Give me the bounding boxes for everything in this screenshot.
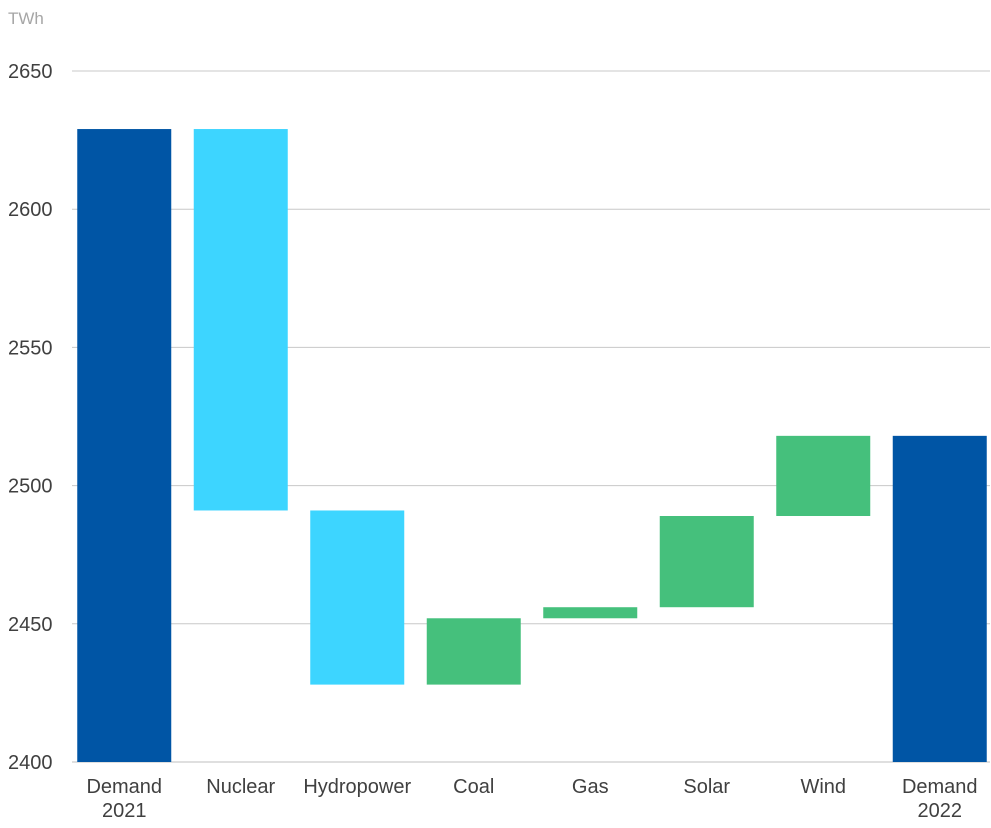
bar-total [77,129,172,762]
y-axis-ticks: 2400 2450 2500 2550 2600 2650 [8,61,53,774]
bar-increase [426,618,521,685]
x-tick-label: Wind [800,776,846,798]
bar-decrease [310,510,405,685]
x-tick-label: Nuclear [206,776,275,798]
bar-increase [659,516,754,608]
bar-increase [776,435,871,517]
x-tick-label: Hydropower [303,776,411,798]
y-tick-label: 2550 [8,337,53,359]
bar-total [892,435,987,762]
x-tick-label: Solar [683,776,730,798]
y-tick-label: 2450 [8,614,53,636]
bar-increase [543,607,638,619]
y-tick-label: 2650 [8,61,53,83]
y-tick-label: 2400 [8,752,53,774]
y-tick-label: 2500 [8,476,53,498]
bars [77,129,987,762]
y-unit-label: TWh [8,9,44,28]
x-tick-label: Demand 2022 [902,776,978,822]
x-axis-ticks: Demand 2021 Nuclear Hydropower Coal Gas Solar W… [86,776,977,822]
x-tick-label: Demand 2021 [86,776,162,822]
x-tick-label: Coal [453,776,494,798]
bar-decrease [193,129,288,511]
y-tick-label: 2600 [8,199,53,221]
x-tick-label: Gas [572,776,609,798]
